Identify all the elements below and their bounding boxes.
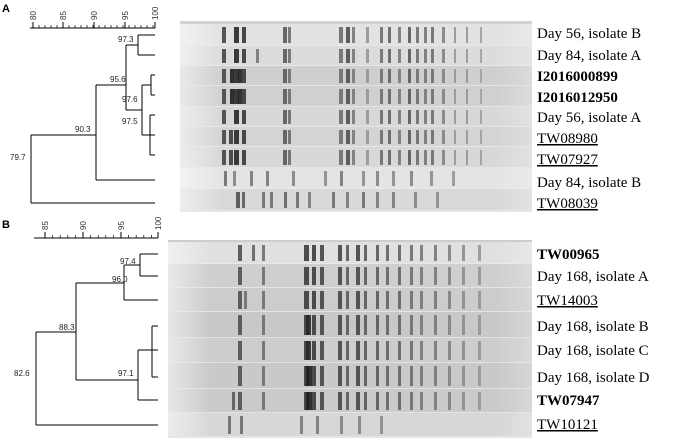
isolate-label: TW07947 (537, 393, 600, 409)
isolate-label: Day 56, isolate A (537, 110, 641, 126)
gel-lane (180, 107, 532, 128)
scale-tick-label: 85 (41, 221, 50, 230)
gel-lane (168, 242, 532, 265)
scale-tick-label: 95 (121, 11, 130, 20)
panel-b-gel-image (168, 240, 532, 438)
node-value: 90.3 (75, 125, 91, 134)
isolate-label: TW08980 (537, 131, 598, 147)
gel-lane (180, 86, 532, 108)
gel-lane (180, 66, 532, 87)
scale-tick-label: 90 (90, 11, 99, 20)
isolate-label: TW00965 (537, 247, 600, 263)
scale-tick-label: 85 (59, 11, 68, 20)
panel-a-letter: A (2, 3, 10, 15)
panel-a-similarity-scale: 80 85 90 95 100 (29, 6, 160, 29)
isolate-label: Day 168, isolate B (537, 319, 649, 335)
isolate-label: TW08039 (537, 196, 598, 212)
gel-lane (168, 338, 532, 364)
isolate-label: Day 168, isolate A (537, 269, 649, 285)
panel-b: B 85 90 95 100 9 (2, 216, 650, 438)
scale-tick-label: 100 (154, 216, 163, 230)
gel-lane (168, 312, 532, 339)
node-value: 97.5 (122, 117, 138, 126)
scale-tick-label: 80 (29, 11, 38, 20)
node-value: 97.6 (122, 95, 138, 104)
isolate-label: I2016000899 (537, 69, 618, 85)
scale-tick-label: 100 (151, 6, 160, 20)
node-value: 96.0 (112, 275, 128, 284)
scale-tick-label: 90 (79, 221, 88, 230)
gel-lane (180, 189, 532, 212)
panel-b-dendrogram (35, 253, 158, 426)
node-value: 97.3 (118, 35, 134, 44)
node-value: 82.6 (14, 369, 30, 378)
isolate-label: TW14003 (537, 293, 598, 309)
panel-b-letter: B (2, 219, 10, 231)
isolate-label: Day 168, isolate C (537, 343, 649, 359)
panel-b-similarity-scale: 85 90 95 100 (34, 216, 163, 239)
gel-lane (180, 147, 532, 169)
panel-a: A 80 85 90 95 100 (2, 3, 641, 212)
panel-b-isolate-labels: TW00965 Day 168, isolate A TW14003 Day 1… (537, 247, 650, 433)
node-value: 79.7 (10, 153, 26, 162)
node-value: 95.6 (110, 75, 126, 84)
gel-lane (180, 127, 532, 148)
gel-lane (180, 24, 532, 47)
isolate-label: Day 56, isolate B (537, 26, 641, 42)
gel-lane (180, 168, 532, 190)
gel-lane (168, 363, 532, 390)
isolate-label: Day 84, isolate B (537, 175, 641, 191)
node-value: 97.1 (118, 369, 134, 378)
node-value: 97.4 (120, 257, 136, 266)
panel-a-gel-image (180, 21, 532, 212)
node-value: 88.3 (59, 323, 75, 332)
gel-lane (168, 389, 532, 414)
gel-lane (168, 264, 532, 289)
gel-lane (180, 46, 532, 67)
isolate-label: TW10121 (537, 417, 598, 433)
gel-lane (168, 288, 532, 313)
panel-a-dendrogram (30, 34, 155, 204)
isolate-label: Day 168, isolate D (537, 370, 650, 386)
isolate-label: I2016012950 (537, 90, 618, 106)
gel-lane (168, 413, 532, 438)
panel-a-isolate-labels: Day 56, isolate B Day 84, isolate A I201… (537, 26, 641, 212)
isolate-label: TW07927 (537, 152, 598, 168)
scale-tick-label: 95 (117, 221, 126, 230)
isolate-label: Day 84, isolate A (537, 48, 641, 64)
